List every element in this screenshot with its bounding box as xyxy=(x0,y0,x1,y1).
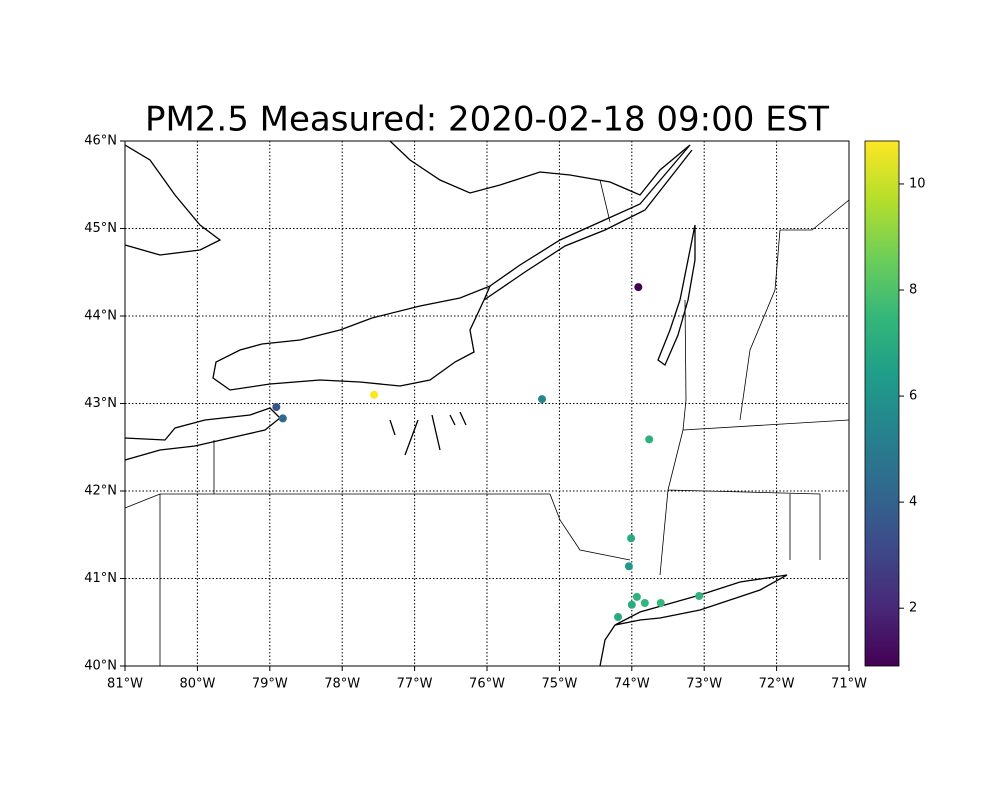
x-tick-label: 75°W xyxy=(541,677,577,692)
station-point xyxy=(627,600,636,609)
lake-ontario xyxy=(212,284,492,391)
basemap xyxy=(125,141,849,666)
colorbar-tick-label: 10 xyxy=(909,176,926,191)
y-tick-label: 43°N xyxy=(84,396,117,411)
colorbar-tick-label: 2 xyxy=(909,601,917,616)
finger-lakes xyxy=(389,411,467,456)
station-point xyxy=(272,403,281,411)
station-point xyxy=(634,283,643,292)
station-point xyxy=(278,414,287,423)
lake-erie xyxy=(125,407,281,461)
x-tick-label: 78°W xyxy=(324,677,360,692)
y-tick-label: 44°N xyxy=(84,309,117,324)
long-island xyxy=(614,574,788,626)
station-point xyxy=(656,599,665,607)
station-point xyxy=(695,592,704,600)
station-point xyxy=(645,435,654,444)
colorbar-tick-label: 6 xyxy=(909,389,917,404)
y-tick-label: 41°N xyxy=(84,571,117,586)
ottawa-river xyxy=(389,141,691,196)
x-tick-label: 81°W xyxy=(107,677,143,692)
station-point xyxy=(624,562,633,571)
station-point xyxy=(632,592,641,601)
nj-coast xyxy=(599,624,616,666)
state-borders xyxy=(125,179,849,666)
lake-champlain xyxy=(657,224,696,366)
colorbar-tick-label: 8 xyxy=(909,283,917,298)
x-tick-label: 76°W xyxy=(469,677,505,692)
x-tick-label: 74°W xyxy=(614,677,650,692)
y-tick-label: 46°N xyxy=(84,134,117,149)
x-tick-label: 80°W xyxy=(179,677,215,692)
colorbar xyxy=(864,140,900,667)
station-point xyxy=(370,390,379,399)
station-point xyxy=(538,395,547,404)
y-tick-label: 45°N xyxy=(84,221,117,236)
x-tick-label: 79°W xyxy=(252,677,288,692)
y-tick-label: 40°N xyxy=(84,659,117,674)
station-point xyxy=(640,599,649,607)
x-tick-label: 72°W xyxy=(759,677,795,692)
st-lawrence xyxy=(483,144,693,301)
y-tick-label: 42°N xyxy=(84,484,117,499)
x-tick-label: 71°W xyxy=(831,677,867,692)
x-tick-label: 73°W xyxy=(686,677,722,692)
chart-title: PM2.5 Measured: 2020-02-18 09:00 EST xyxy=(145,100,829,140)
station-point xyxy=(614,613,623,621)
x-tick-label: 77°W xyxy=(397,677,433,692)
station-point xyxy=(627,534,636,543)
colorbar-tick-label: 4 xyxy=(909,495,917,510)
georgian-bay xyxy=(125,144,222,256)
